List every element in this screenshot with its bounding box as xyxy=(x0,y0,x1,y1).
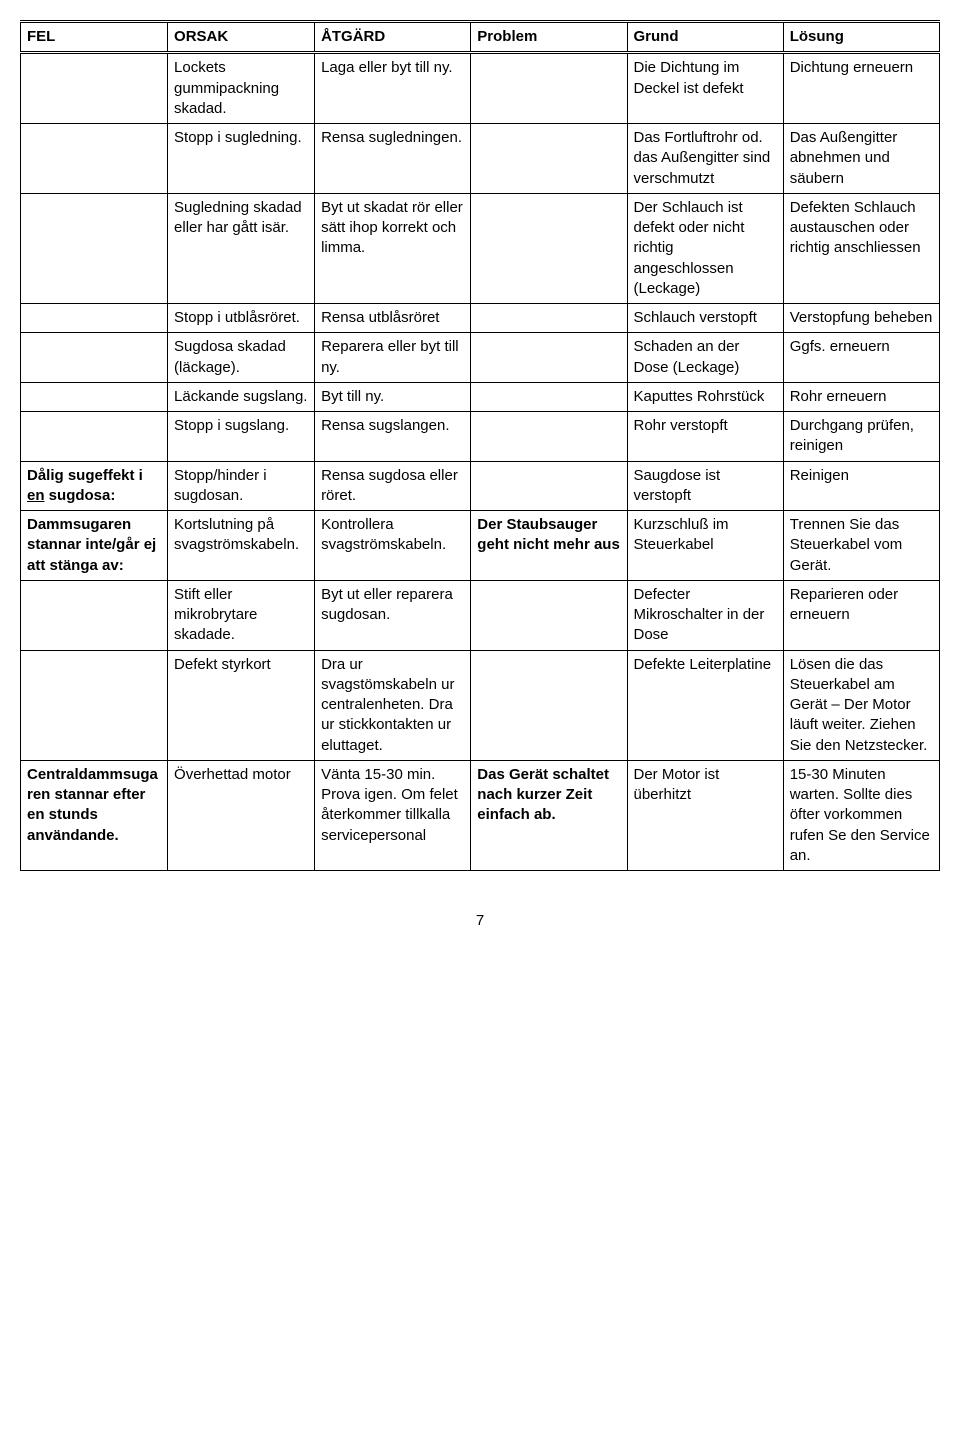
cell: Ggfs. erneuern xyxy=(783,333,939,383)
cell: Rensa utblåsröret xyxy=(315,304,471,333)
cell xyxy=(21,53,168,124)
cell: Das Fortluftrohr od. das Außengitter sin… xyxy=(627,124,783,194)
cell: Överhettad motor xyxy=(168,760,315,870)
cell: Das Außengitter abnehmen und säubern xyxy=(783,124,939,194)
th-atgard: ÅTGÄRD xyxy=(315,22,471,53)
cell xyxy=(21,124,168,194)
cell: Rensa sugslangen. xyxy=(315,412,471,462)
cell: Sugledning skadad eller har gått isär. xyxy=(168,193,315,303)
cell: Defekt styrkort xyxy=(168,650,315,760)
table-row: Stopp i sugledning.Rensa sugledningen. Da… xyxy=(21,124,940,194)
th-grund: Grund xyxy=(627,22,783,53)
cell xyxy=(21,333,168,383)
cell: Dammsugaren stannar inte/går ej att stän… xyxy=(21,511,168,581)
header-row: FEL ORSAK ÅTGÄRD Problem Grund Lösung xyxy=(21,22,940,53)
th-problem: Problem xyxy=(471,22,627,53)
table-row: Dammsugaren stannar inte/går ej att stän… xyxy=(21,511,940,581)
cell xyxy=(471,650,627,760)
cell xyxy=(471,412,627,462)
cell: Rohr verstopft xyxy=(627,412,783,462)
cell xyxy=(21,650,168,760)
th-fel: FEL xyxy=(21,22,168,53)
cell: Defekte Leiterplatine xyxy=(627,650,783,760)
cell: Dra ur svagstömskabeln ur centralenheten… xyxy=(315,650,471,760)
table-row: Sugledning skadad eller har gått isär.By… xyxy=(21,193,940,303)
cell: Laga eller byt till ny. xyxy=(315,53,471,124)
cell: Stopp i utblåsröret. xyxy=(168,304,315,333)
cell xyxy=(21,304,168,333)
cell: Die Dichtung im Deckel ist defekt xyxy=(627,53,783,124)
table-row: Defekt styrkortDra ur svagstömskabeln ur… xyxy=(21,650,940,760)
cell: Vänta 15-30 min. Prova igen. Om felet åt… xyxy=(315,760,471,870)
table-row: Lockets gummipackning skadad.Laga eller … xyxy=(21,53,940,124)
cell: Reparieren oder erneuern xyxy=(783,580,939,650)
cell xyxy=(21,412,168,462)
cell: Schlauch verstopft xyxy=(627,304,783,333)
cell: Stopp/hinder i sugdosan. xyxy=(168,461,315,511)
cell: Byt ut eller reparera sugdosan. xyxy=(315,580,471,650)
cell: Rohr erneuern xyxy=(783,382,939,411)
table-row: Dålig sugeffekt i en sugdosa:Stopp/hinde… xyxy=(21,461,940,511)
page-number: 7 xyxy=(20,911,940,931)
cell: Rensa sugledningen. xyxy=(315,124,471,194)
cell xyxy=(471,193,627,303)
cell: Kortslutning på svagströmskabeln. xyxy=(168,511,315,581)
cell: Lösen die das Steuerkabel am Gerät – Der… xyxy=(783,650,939,760)
cell: Der Staubsauger geht nicht mehr aus xyxy=(471,511,627,581)
cell: Dichtung erneuern xyxy=(783,53,939,124)
troubleshooting-table: FEL ORSAK ÅTGÄRD Problem Grund Lösung Lo… xyxy=(20,20,940,871)
cell: Reinigen xyxy=(783,461,939,511)
cell xyxy=(471,382,627,411)
cell: Kaputtes Rohrstück xyxy=(627,382,783,411)
cell: Centraldammsugaren stannar efter en stun… xyxy=(21,760,168,870)
table-row: Centraldammsugaren stannar efter en stun… xyxy=(21,760,940,870)
cell xyxy=(471,124,627,194)
cell: Das Gerät schaltet nach kurzer Zeit einf… xyxy=(471,760,627,870)
table-row: Stift eller mikrobrytare skadade.Byt ut … xyxy=(21,580,940,650)
cell xyxy=(471,333,627,383)
cell: Trennen Sie das Steuerkabel vom Gerät. xyxy=(783,511,939,581)
cell: Der Schlauch ist defekt oder nicht richt… xyxy=(627,193,783,303)
th-losung: Lösung xyxy=(783,22,939,53)
cell: Reparera eller byt till ny. xyxy=(315,333,471,383)
cell xyxy=(471,53,627,124)
cell: Läckande sugslang. xyxy=(168,382,315,411)
cell: Byt till ny. xyxy=(315,382,471,411)
cell: Kontrollera svagströmskabeln. xyxy=(315,511,471,581)
cell: Dålig sugeffekt i en sugdosa: xyxy=(21,461,168,511)
cell xyxy=(21,382,168,411)
cell: Stopp i sugslang. xyxy=(168,412,315,462)
cell: Kurzschluß im Steuerkabel xyxy=(627,511,783,581)
table-row: Stopp i sugslang.Rensa sugslangen. Rohr v… xyxy=(21,412,940,462)
cell: Defekten Schlauch austauschen oder richt… xyxy=(783,193,939,303)
cell: Byt ut skadat rör eller sätt ihop korrek… xyxy=(315,193,471,303)
cell: Defecter Mikroschalter in der Dose xyxy=(627,580,783,650)
cell: Rensa sugdosa eller röret. xyxy=(315,461,471,511)
cell: Schaden an der Dose (Leckage) xyxy=(627,333,783,383)
cell: Sugdosa skadad (läckage). xyxy=(168,333,315,383)
table-row: Stopp i utblåsröret.Rensa utblåsröret Sch… xyxy=(21,304,940,333)
table-row: Läckande sugslang.Byt till ny. Kaputtes R… xyxy=(21,382,940,411)
cell xyxy=(21,193,168,303)
cell: Lockets gummipackning skadad. xyxy=(168,53,315,124)
cell: Der Motor ist überhitzt xyxy=(627,760,783,870)
cell: Durchgang prüfen, reinigen xyxy=(783,412,939,462)
table-row: Sugdosa skadad (läckage).Reparera eller … xyxy=(21,333,940,383)
th-orsak: ORSAK xyxy=(168,22,315,53)
cell xyxy=(21,580,168,650)
cell: Stopp i sugledning. xyxy=(168,124,315,194)
cell xyxy=(471,580,627,650)
cell xyxy=(471,461,627,511)
cell: Verstopfung beheben xyxy=(783,304,939,333)
cell xyxy=(471,304,627,333)
cell: 15-30 Minuten warten. Sollte dies öfter … xyxy=(783,760,939,870)
cell: Stift eller mikrobrytare skadade. xyxy=(168,580,315,650)
cell: Saugdose ist verstopft xyxy=(627,461,783,511)
